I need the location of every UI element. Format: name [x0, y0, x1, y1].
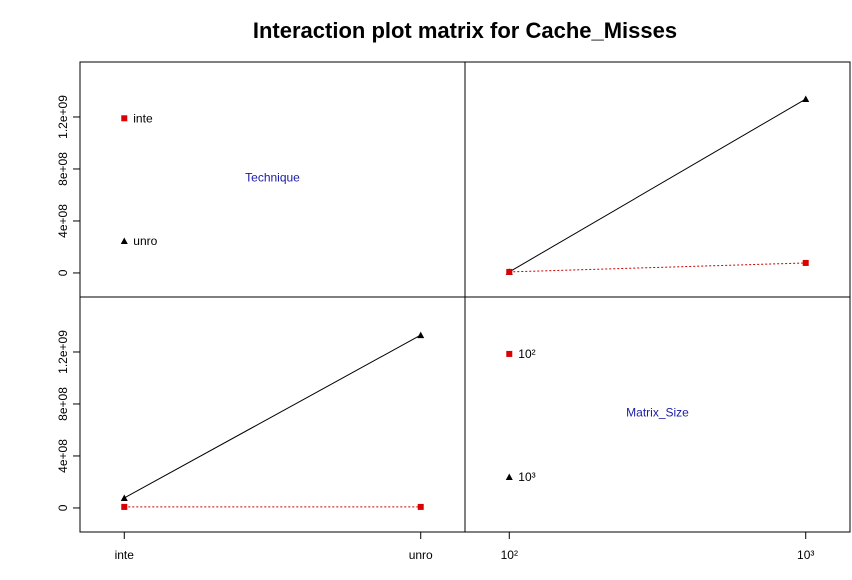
- point: [506, 350, 513, 357]
- point: [505, 473, 513, 481]
- y-tick-label: 4e+08: [56, 439, 70, 473]
- x-tick-label: 10³: [797, 548, 814, 562]
- point: [121, 503, 128, 510]
- y-tick-label: 0: [56, 269, 70, 276]
- legend-label: 10²: [518, 347, 535, 361]
- variable-name: Matrix_Size: [626, 406, 689, 420]
- y-tick-label: 4e+08: [56, 204, 70, 238]
- y-tick-label: 8e+08: [56, 387, 70, 421]
- legend-label: 10³: [518, 470, 535, 484]
- point: [802, 259, 809, 266]
- point: [506, 268, 513, 275]
- chart-title: Interaction plot matrix for Cache_Misses: [253, 18, 677, 43]
- legend-label: unro: [133, 234, 157, 248]
- point: [802, 95, 810, 103]
- legend-label: inte: [133, 111, 153, 125]
- x-tick-label: inte: [115, 548, 135, 562]
- point: [120, 494, 128, 501]
- series-line: [509, 262, 806, 273]
- series-line: [509, 98, 806, 273]
- point: [417, 503, 424, 510]
- series-line: [124, 334, 421, 499]
- variable-name: Technique: [245, 171, 300, 185]
- y-tick-label: 0: [56, 504, 70, 511]
- point: [120, 237, 128, 244]
- x-tick-label: unro: [409, 548, 433, 562]
- x-tick-label: 10²: [501, 548, 518, 562]
- y-tick-label: 1.2e+09: [56, 330, 70, 374]
- y-tick-label: 8e+08: [56, 152, 70, 186]
- point: [121, 115, 128, 122]
- point: [417, 331, 425, 339]
- y-tick-label: 1.2e+09: [56, 95, 70, 139]
